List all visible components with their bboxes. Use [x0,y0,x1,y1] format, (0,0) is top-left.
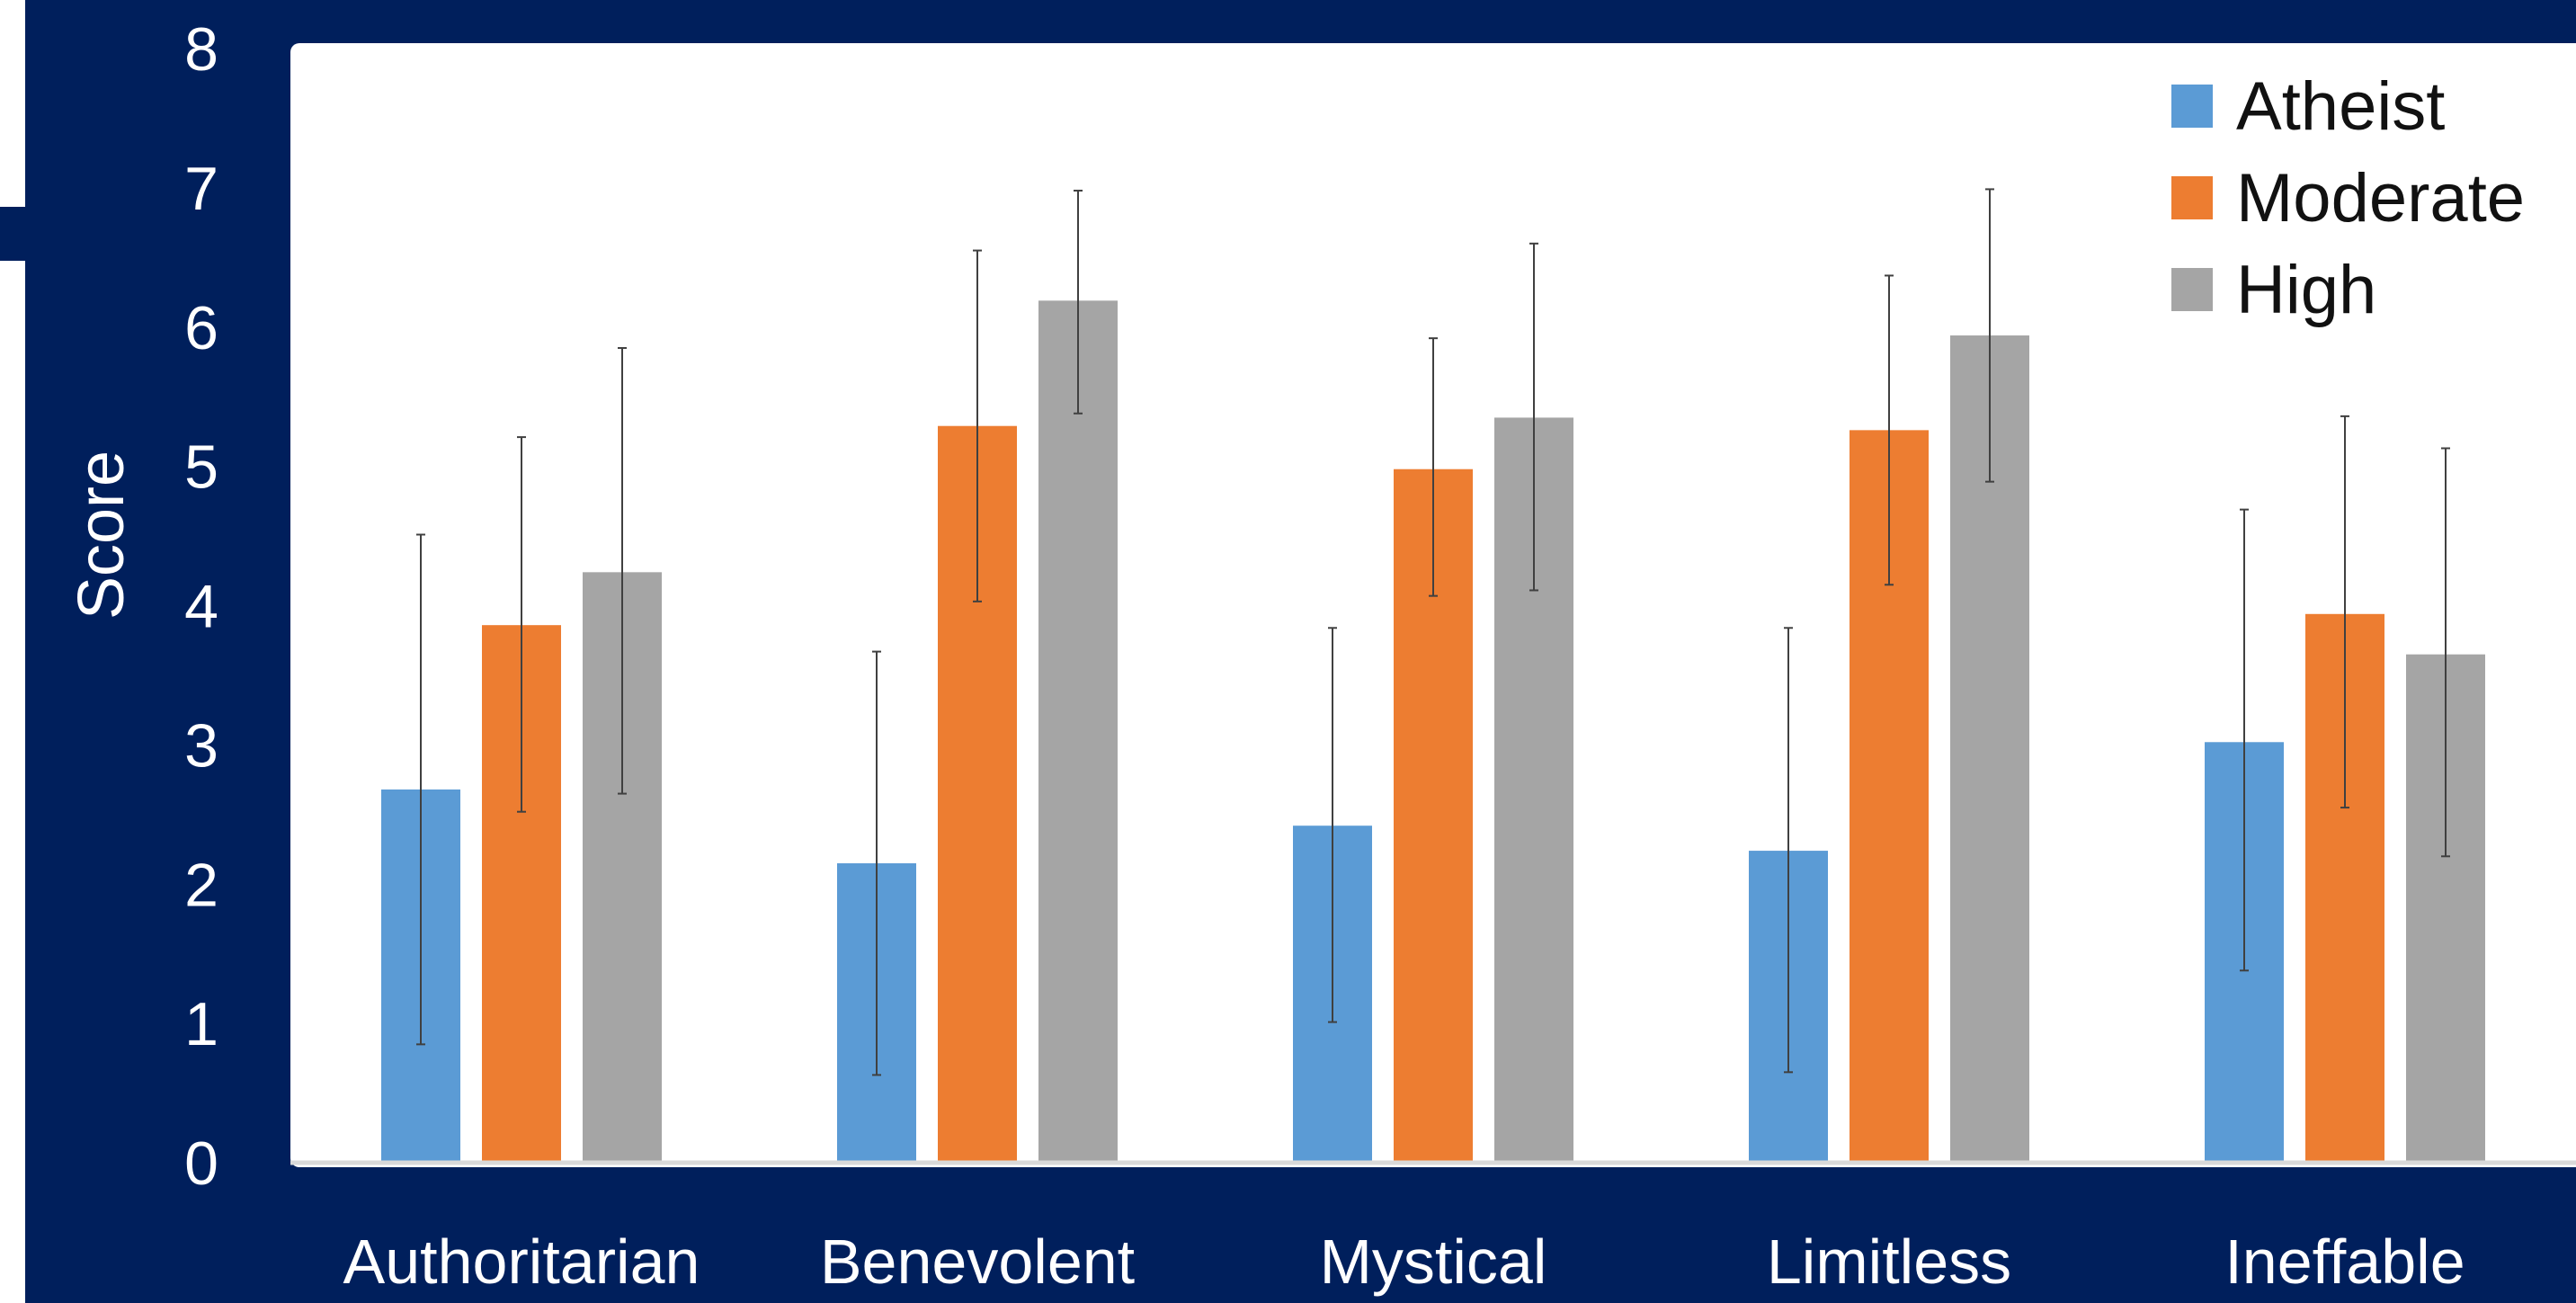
y-tick-label: 7 [184,155,218,223]
error-bar [1529,242,1538,592]
y-tick-label: 3 [184,711,218,780]
legend-item-moderate: Moderate [2171,160,2525,237]
y-axis-title: Score [66,451,138,620]
y-tick-label: 1 [184,990,218,1058]
y-tick-label: 5 [184,433,218,502]
error-bar [1784,627,1793,1074]
plot-area [290,43,2576,1167]
x-tick-label: Mystical [1320,1227,1547,1297]
y-tick-label: 0 [184,1129,218,1198]
legend-label: Atheist [2236,68,2445,145]
error-bar [973,249,982,602]
legend-label: High [2236,252,2376,328]
bar-high-benevolent [1038,300,1118,1164]
error-bar [2340,415,2349,809]
error-bar [618,346,627,795]
x-tick-label: Authoritarian [343,1227,700,1297]
legend-swatch [2171,176,2213,219]
error-bar [872,650,881,1076]
error-bar [1985,188,1994,483]
y-axis: 0 1 2 3 4 5 6 7 8 [184,15,218,1198]
y-tick-label: 2 [184,851,218,919]
y-tick-label: 4 [184,573,218,641]
legend: Atheist Moderate High [2171,68,2525,328]
legend-swatch [2171,268,2213,311]
error-bar [1429,337,1438,597]
error-bar [2240,508,2249,972]
background-panel-fragment [0,0,25,207]
legend-item-high: High [2171,252,2376,328]
error-bar [416,533,425,1046]
legend-item-atheist: Atheist [2171,68,2445,145]
legend-swatch [2171,85,2213,128]
y-tick-label: 8 [184,15,218,84]
x-axis: Authoritarian Benevolent Mystical Limitless… [343,1227,2465,1297]
error-bar [1074,189,1083,415]
error-bar [2441,447,2450,858]
error-bar [517,436,526,813]
x-tick-label: Ineffable [2224,1227,2465,1297]
error-bar [1328,627,1337,1023]
x-tick-label: Limitless [1767,1227,2011,1297]
error-bar [1885,274,1894,586]
legend-label: Moderate [2236,160,2525,237]
x-tick-label: Benevolent [820,1227,1135,1297]
y-tick-label: 6 [184,294,218,362]
background-panel-fragment [0,261,25,1303]
